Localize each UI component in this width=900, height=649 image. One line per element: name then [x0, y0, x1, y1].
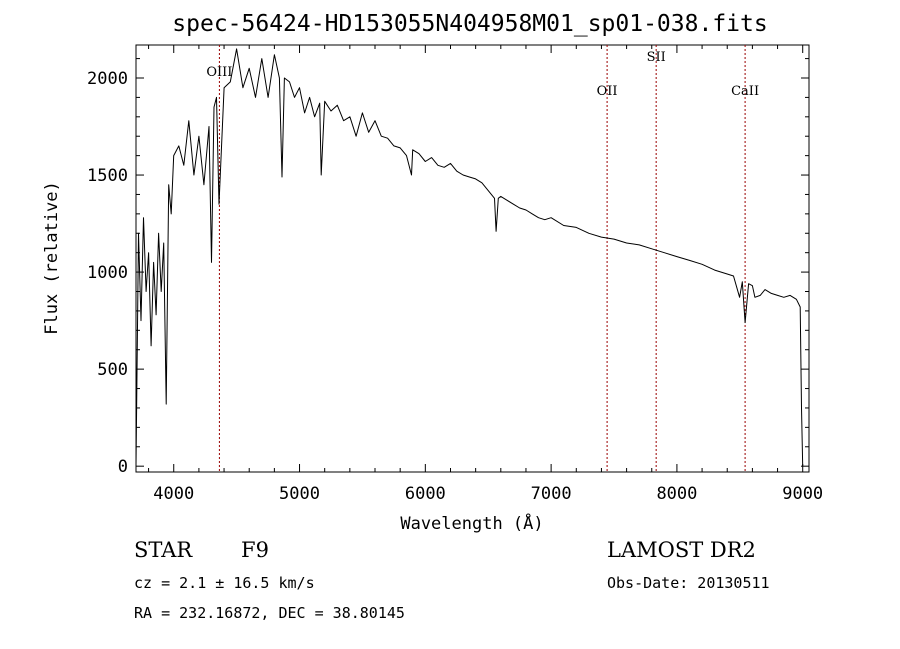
y-axis-title: Flux (relative)	[42, 181, 62, 335]
y-tick-label: 1000	[87, 263, 128, 283]
y-tick-label: 2000	[87, 69, 128, 89]
reference-line-label: OIII	[206, 65, 232, 80]
y-tick-label: 0	[118, 457, 128, 477]
spectrum-line	[135, 48, 804, 467]
object-class: STAR	[134, 538, 193, 562]
reference-lines: OIII OII SII CaII	[206, 45, 759, 472]
spectrum-series	[135, 48, 804, 467]
reference-line-label: SII	[647, 50, 666, 65]
spectral-subclass: F9	[241, 538, 269, 562]
coordinates-text: RA = 232.16872, DEC = 38.80145	[134, 604, 405, 622]
x-tick-label: 9000	[782, 484, 823, 504]
x-tick-label: 7000	[531, 484, 572, 504]
reference-line-label: CaII	[731, 84, 759, 99]
redshift-text: cz = 2.1 ± 16.5 km/s	[134, 574, 315, 592]
y-tick-label: 500	[97, 360, 128, 380]
y-tick-label: 1500	[87, 166, 128, 186]
x-tick-label: 4000	[153, 484, 194, 504]
chart-title: spec-56424-HD153055N404958M01_sp01-038.f…	[172, 11, 767, 37]
x-tick-label: 8000	[656, 484, 697, 504]
survey-label: LAMOST DR2	[607, 538, 756, 562]
reference-line-label: OII	[597, 84, 618, 99]
y-axis: 0 500 1000 1500 2000	[87, 58, 809, 477]
plot-frame	[135, 44, 810, 473]
x-axis: 4000 5000 6000 7000 8000 9000	[148, 45, 823, 504]
x-tick-label: 6000	[405, 484, 446, 504]
obs-date-text: Obs-Date: 20130511	[607, 574, 770, 592]
x-axis-title: Wavelength (Å)	[400, 512, 543, 534]
x-tick-label: 5000	[279, 484, 320, 504]
